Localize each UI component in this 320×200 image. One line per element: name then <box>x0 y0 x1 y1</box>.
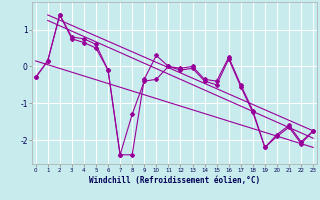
X-axis label: Windchill (Refroidissement éolien,°C): Windchill (Refroidissement éolien,°C) <box>89 176 260 185</box>
